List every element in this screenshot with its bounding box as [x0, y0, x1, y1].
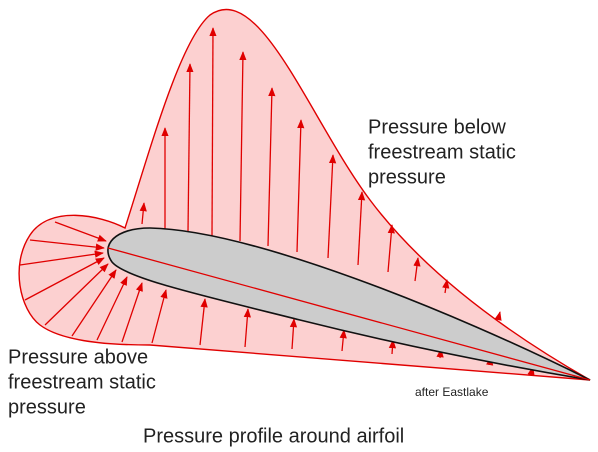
label-below: pressure — [368, 166, 446, 188]
label-above: Pressure above — [8, 346, 148, 368]
chord-line — [107, 247, 591, 381]
airfoil — [107, 227, 591, 381]
caption: Pressure profile around airfoil — [143, 425, 404, 447]
label-above: pressure — [8, 396, 86, 418]
label-below: Pressure below — [368, 116, 506, 138]
label-above: freestream static — [8, 371, 156, 393]
credit: after Eastlake — [415, 385, 489, 399]
pressure-arrows — [19, 27, 535, 376]
label-below: freestream static — [368, 141, 516, 163]
